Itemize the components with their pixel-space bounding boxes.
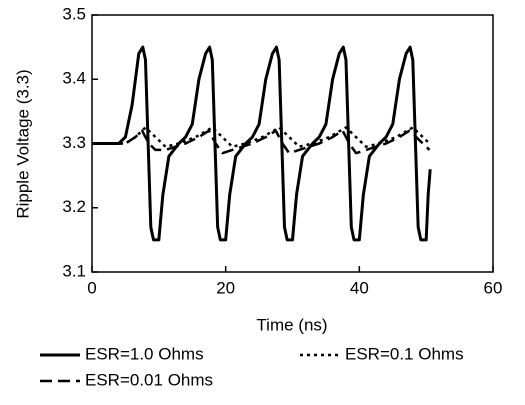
data-line [92,45,432,242]
y-tick-label: 3.4 [62,69,86,88]
x-tick-label: 20 [216,278,235,297]
x-tick-label: 40 [350,278,369,297]
y-tick-label: 3.1 [62,261,86,280]
x-axis-label: Time (ns) [256,315,327,334]
legend-label: ESR=0.01 Ohms [85,370,213,389]
x-tick-label: 60 [484,278,503,297]
y-tick-label: 3.3 [62,133,86,152]
legend-label: ESR=1.0 Ohms [85,344,204,363]
y-axis-label: Ripple Voltage (3.3) [13,69,32,218]
legend-label: ESR=0.1 Ohms [345,344,464,363]
data-line [92,129,431,155]
y-tick-label: 3.5 [62,4,86,23]
y-tick-label: 3.2 [62,197,86,216]
x-tick-label: 0 [87,278,96,297]
